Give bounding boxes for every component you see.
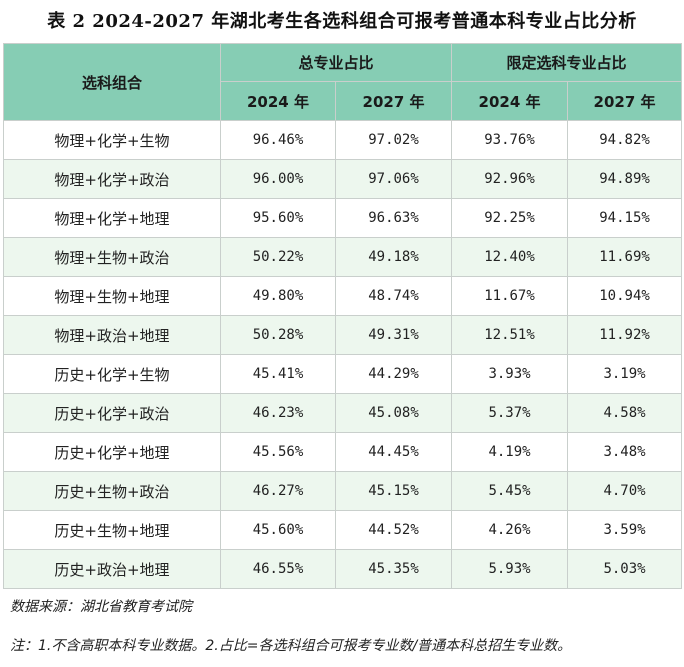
cell-total-2027: 96.63% [334, 198, 453, 238]
footnote: 注：1.不含高职本科专业数据。2.占比=各选科组合可报考专业数/普通本科总招生专… [10, 638, 572, 654]
cell-restricted-2027: 10.94% [567, 276, 683, 316]
table-row: 物理+生物+政治 50.22% 49.18% 12.40% 11.69% [3, 237, 683, 277]
table-row: 历史+化学+生物 45.41% 44.29% 3.93% 3.19% [3, 354, 683, 394]
cell-restricted-2024: 92.25% [451, 198, 569, 238]
cell-restricted-2024: 5.37% [451, 393, 569, 433]
cell-combo: 物理+化学+生物 [3, 120, 221, 160]
cell-restricted-2027: 94.82% [567, 120, 683, 160]
table-row: 物理+化学+生物 96.46% 97.02% 93.76% 94.82% [3, 120, 683, 160]
table-row: 历史+化学+地理 45.56% 44.45% 4.19% 3.48% [3, 432, 683, 472]
cell-total-2024: 45.60% [220, 510, 336, 550]
cell-total-2024: 96.46% [220, 120, 336, 160]
cell-combo: 历史+化学+生物 [3, 354, 221, 394]
cell-restricted-2024: 92.96% [451, 159, 569, 199]
cell-restricted-2024: 5.45% [451, 471, 569, 511]
cell-restricted-2024: 12.51% [451, 315, 569, 355]
table-row: 物理+政治+地理 50.28% 49.31% 12.51% 11.92% [3, 315, 683, 355]
table-row: 历史+生物+政治 46.27% 45.15% 5.45% 4.70% [3, 471, 683, 511]
cell-combo: 历史+生物+地理 [3, 510, 221, 550]
cell-restricted-2024: 3.93% [451, 354, 569, 394]
cell-restricted-2027: 11.92% [567, 315, 683, 355]
cell-combo: 物理+生物+地理 [3, 276, 221, 316]
cell-restricted-2027: 5.03% [567, 549, 683, 589]
table-title: 表 2 2024-2027 年湖北考生各选科组合可报考普通本科专业占比分析 [47, 11, 637, 32]
cell-restricted-2027: 3.59% [567, 510, 683, 550]
cell-total-2027: 45.08% [334, 393, 453, 433]
cell-combo: 历史+生物+政治 [3, 471, 221, 511]
cell-combo: 物理+化学+政治 [3, 159, 221, 199]
cell-restricted-2027: 11.69% [567, 237, 683, 277]
cell-restricted-2027: 94.15% [567, 198, 683, 238]
cell-total-2027: 49.18% [334, 237, 453, 277]
cell-total-2027: 49.31% [334, 315, 453, 355]
cell-total-2024: 45.56% [220, 432, 336, 472]
cell-total-2024: 46.27% [220, 471, 336, 511]
cell-combo: 历史+政治+地理 [3, 549, 221, 589]
cell-restricted-2027: 94.89% [567, 159, 683, 199]
cell-total-2024: 95.60% [220, 198, 336, 238]
header-row-years: 2024 年 2027 年 2024 年 2027 年 [4, 81, 683, 121]
cell-restricted-2024: 12.40% [451, 237, 569, 277]
cell-total-2024: 50.28% [220, 315, 336, 355]
cell-restricted-2027: 3.19% [567, 354, 683, 394]
table-row: 历史+政治+地理 46.55% 45.35% 5.93% 5.03% [3, 549, 683, 589]
cell-total-2024: 46.55% [220, 549, 336, 589]
cell-total-2027: 97.02% [334, 120, 453, 160]
cell-combo: 物理+政治+地理 [3, 315, 221, 355]
cell-restricted-2024: 4.19% [451, 432, 569, 472]
cell-total-2027: 48.74% [334, 276, 453, 316]
cell-restricted-2024: 5.93% [451, 549, 569, 589]
cell-combo: 历史+化学+地理 [3, 432, 221, 472]
cell-total-2024: 96.00% [220, 159, 336, 199]
cell-restricted-2024: 4.26% [451, 510, 569, 550]
header-group-restricted: 限定选科专业占比 [451, 43, 683, 82]
header-restricted-2027: 2027 年 [567, 81, 683, 121]
header-total-2027: 2027 年 [334, 81, 453, 121]
table-row: 历史+生物+地理 45.60% 44.52% 4.26% 3.59% [3, 510, 683, 550]
cell-total-2027: 45.35% [334, 549, 453, 589]
header-group-total: 总专业占比 [219, 43, 453, 82]
cell-total-2027: 44.45% [334, 432, 453, 472]
header-total-2024: 2024 年 [220, 81, 336, 121]
cell-total-2027: 44.29% [334, 354, 453, 394]
table-row: 物理+生物+地理 49.80% 48.74% 11.67% 10.94% [3, 276, 683, 316]
data-source-note: 数据来源：湖北省教育考试院 [10, 599, 192, 615]
cell-total-2027: 45.15% [334, 471, 453, 511]
cell-restricted-2027: 4.58% [567, 393, 683, 433]
table-row: 物理+化学+政治 96.00% 97.06% 92.96% 94.89% [3, 159, 683, 199]
table-row: 物理+化学+地理 95.60% 96.63% 92.25% 94.15% [3, 198, 683, 238]
cell-restricted-2024: 93.76% [451, 120, 569, 160]
cell-combo: 物理+生物+政治 [3, 237, 221, 277]
table-row: 历史+化学+政治 46.23% 45.08% 5.37% 4.58% [3, 393, 683, 433]
cell-total-2024: 46.23% [220, 393, 336, 433]
cell-restricted-2027: 4.70% [567, 471, 683, 511]
header-restricted-2024: 2024 年 [451, 81, 569, 121]
cell-total-2024: 50.22% [220, 237, 336, 277]
cell-restricted-2027: 3.48% [567, 432, 683, 472]
cell-total-2027: 97.06% [334, 159, 453, 199]
cell-total-2024: 45.41% [220, 354, 336, 394]
cell-combo: 物理+化学+地理 [3, 198, 221, 238]
table-body: 物理+化学+生物 96.46% 97.02% 93.76% 94.82% 物理+… [3, 120, 683, 589]
cell-combo: 历史+化学+政治 [3, 393, 221, 433]
data-table: 选科组合 总专业占比 限定选科专业占比 2024 年 2027 年 2024 年… [3, 43, 683, 589]
header-row-groups: 选科组合 总专业占比 限定选科专业占比 [3, 43, 683, 121]
cell-total-2027: 44.52% [334, 510, 453, 550]
cell-restricted-2024: 11.67% [451, 276, 569, 316]
cell-total-2024: 49.80% [220, 276, 336, 316]
header-combo: 选科组合 [3, 43, 221, 121]
